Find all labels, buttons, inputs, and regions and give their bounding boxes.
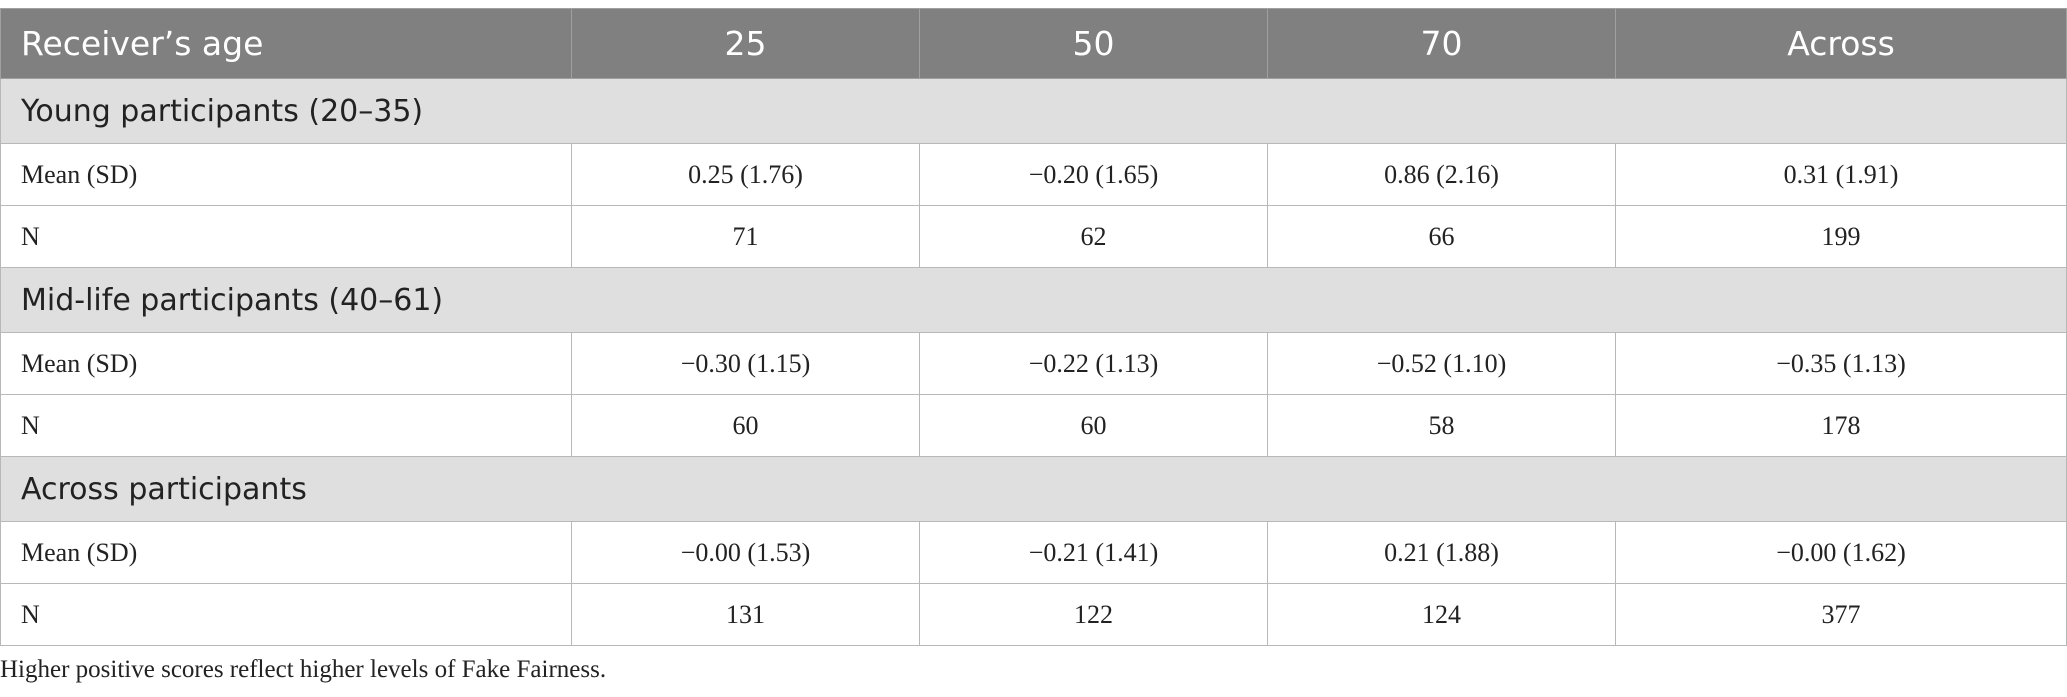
cell: −0.35 (1.13) [1615,332,2067,395]
data-row: N 60 60 58 178 [0,394,2067,457]
cell: −0.00 (1.62) [1615,521,2067,584]
cell: 60 [919,394,1268,457]
cell: −0.52 (1.10) [1267,332,1616,395]
header-cell: Receiver’s age [0,8,572,79]
cell: −0.20 (1.65) [919,143,1268,206]
cell: 131 [571,583,920,646]
section-row: Mid-life participants (40–61) [0,267,2067,333]
data-row: N 71 62 66 199 [0,205,2067,268]
footnote: Higher positive scores reflect higher le… [0,656,607,683]
section-title: Across participants [0,456,2067,522]
cell: −0.30 (1.15) [571,332,920,395]
row-label: Mean (SD) [0,332,572,395]
cell: 58 [1267,394,1616,457]
cell: 124 [1267,583,1616,646]
cell: 0.25 (1.76) [571,143,920,206]
cell: 122 [919,583,1268,646]
row-label: Mean (SD) [0,521,572,584]
cell: 377 [1615,583,2067,646]
row-label: Mean (SD) [0,143,572,206]
cell: −0.22 (1.13) [919,332,1268,395]
header-cell: 70 [1267,8,1616,79]
cell: 66 [1267,205,1616,268]
header-cell: 25 [571,8,920,79]
header-cell: Across [1615,8,2067,79]
cell: 178 [1615,394,2067,457]
section-row: Across participants [0,456,2067,522]
cell: 0.86 (2.16) [1267,143,1616,206]
cell: 0.21 (1.88) [1267,521,1616,584]
cell: 0.31 (1.91) [1615,143,2067,206]
header-cell: 50 [919,8,1268,79]
data-row: Mean (SD) −0.00 (1.53) −0.21 (1.41) 0.21 (1… [0,521,2067,584]
section-title: Mid-life participants (40–61) [0,267,2067,333]
cell: 60 [571,394,920,457]
table-body: Young participants (20–35) Mean (SD) 0.25 … [0,78,2067,646]
cell: −0.21 (1.41) [919,521,1268,584]
row-label: N [0,394,572,457]
cell: −0.00 (1.53) [571,521,920,584]
header-row: Receiver’s age 25 50 70 Across [0,8,2067,79]
data-row: Mean (SD) 0.25 (1.76) −0.20 (1.65) 0.86 (2.… [0,143,2067,206]
section-row: Young participants (20–35) [0,78,2067,144]
data-row: Mean (SD) −0.30 (1.15) −0.22 (1.13) −0.52 (… [0,332,2067,395]
row-label: N [0,583,572,646]
section-title: Young participants (20–35) [0,78,2067,144]
cell: 199 [1615,205,2067,268]
row-label: N [0,205,572,268]
cell: 62 [919,205,1268,268]
data-table: Receiver’s age 25 50 70 Across Young partici… [0,8,2067,646]
cell: 71 [571,205,920,268]
data-row: N 131 122 124 377 [0,583,2067,646]
